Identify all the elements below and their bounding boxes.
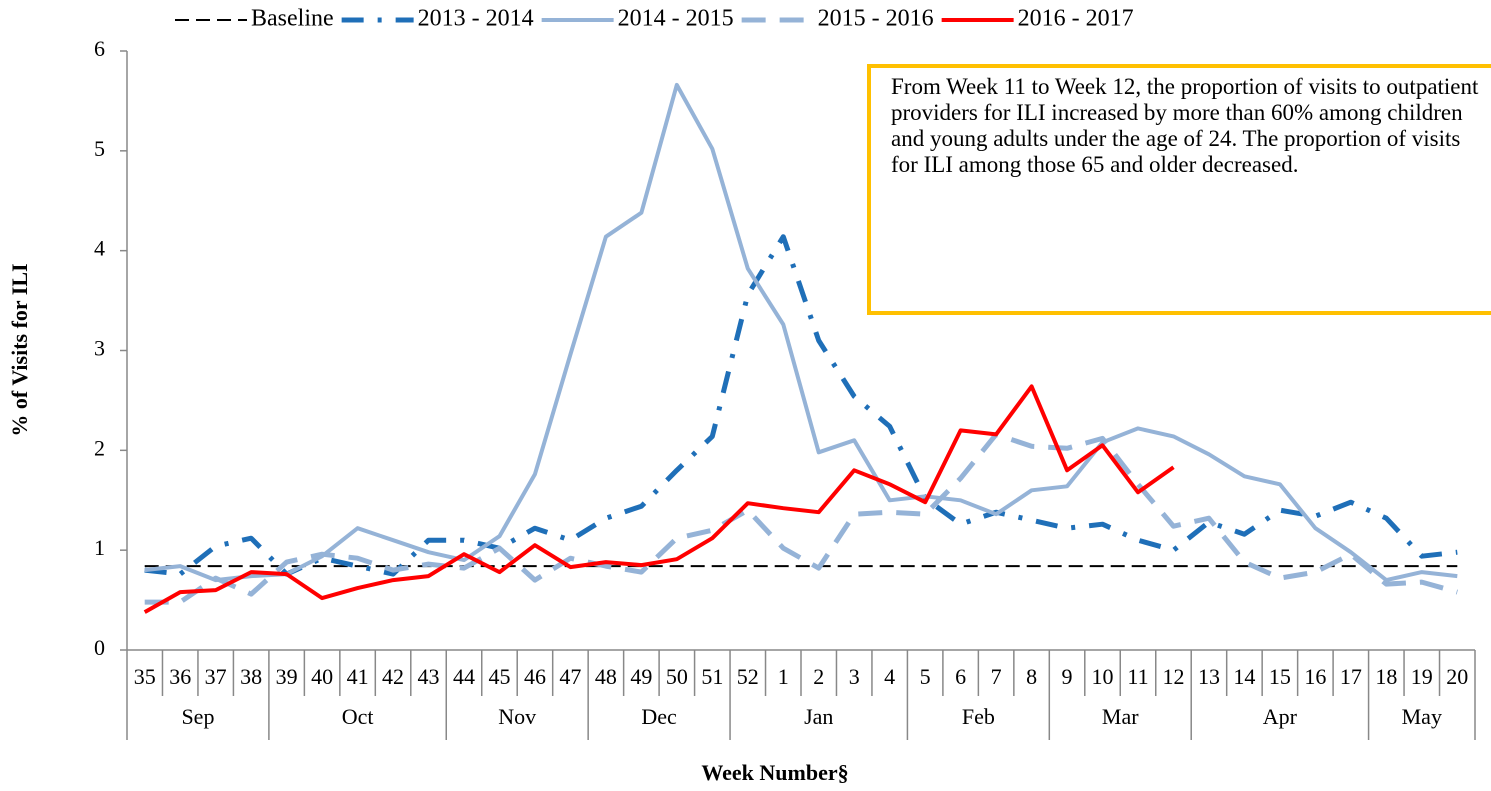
y-tick-label: 2 xyxy=(94,435,105,460)
y-tick-label: 1 xyxy=(94,535,105,560)
x-axis-title: Week Number§ xyxy=(701,760,848,785)
x-tick-label: 14 xyxy=(1233,664,1255,689)
legend-label: Baseline xyxy=(251,6,334,32)
x-tick-label: 2 xyxy=(813,664,824,689)
annotation: From Week 11 to Week 12, the proportion … xyxy=(867,64,1491,315)
x-tick-label: 47 xyxy=(559,664,581,689)
x-tick-label: 35 xyxy=(134,664,156,689)
x-tick-label: 37 xyxy=(205,664,227,689)
y-axis-title: % of Visits for ILI xyxy=(7,263,32,436)
month-label: Sep xyxy=(181,704,214,729)
x-tick-label: 17 xyxy=(1340,664,1362,689)
legend-label: 2014 - 2015 xyxy=(618,6,734,32)
series-line xyxy=(144,82,1458,583)
x-tick-label: 41 xyxy=(347,664,369,689)
x-tick-label: 16 xyxy=(1304,664,1326,689)
x-tick-label: 3 xyxy=(849,664,860,689)
x-tick-label: 39 xyxy=(276,664,298,689)
series-line xyxy=(143,384,1175,614)
y-tick-label: 3 xyxy=(94,336,105,361)
x-tick-label: 4 xyxy=(884,664,895,689)
x-tick-label: 10 xyxy=(1092,664,1114,689)
x-tick-label: 13 xyxy=(1198,664,1220,689)
y-tick-label: 0 xyxy=(94,635,105,660)
month-label: Jan xyxy=(804,704,833,729)
y-tick-label: 4 xyxy=(94,236,105,261)
x-tick-label: 43 xyxy=(418,664,440,689)
y-tick-label: 5 xyxy=(94,136,105,161)
x-tick-label: 45 xyxy=(488,664,510,689)
month-label: Apr xyxy=(1263,704,1298,729)
x-tick-label: 11 xyxy=(1127,664,1148,689)
x-tick-label: 42 xyxy=(382,664,404,689)
x-tick-label: 40 xyxy=(311,664,333,689)
x-tick-label: 18 xyxy=(1375,664,1397,689)
x-tick-label: 1 xyxy=(778,664,789,689)
x-tick-label: 36 xyxy=(169,664,191,689)
x-tick-label: 49 xyxy=(630,664,652,689)
x-tick-label: 38 xyxy=(240,664,262,689)
x-tick-label: 46 xyxy=(524,664,546,689)
month-label: Oct xyxy=(342,704,374,729)
x-tick-label: 44 xyxy=(453,664,475,689)
x-tick-label: 9 xyxy=(1062,664,1073,689)
x-tick-label: 19 xyxy=(1411,664,1433,689)
x-tick-label: 8 xyxy=(1026,664,1037,689)
x-tick-label: 12 xyxy=(1162,664,1184,689)
series-line xyxy=(144,431,1458,605)
x-tick-label: 7 xyxy=(991,664,1002,689)
legend-label: 2015 - 2016 xyxy=(818,6,934,32)
legend-label: 2013 - 2014 xyxy=(418,6,534,32)
x-tick-label: 50 xyxy=(666,664,688,689)
x-tick-label: 48 xyxy=(595,664,617,689)
y-tick-label: 6 xyxy=(94,36,105,61)
x-tick-label: 20 xyxy=(1446,664,1468,689)
series-line xyxy=(144,234,1458,577)
month-label: May xyxy=(1402,704,1442,729)
month-label: Feb xyxy=(962,704,995,729)
month-label: Dec xyxy=(641,704,677,729)
x-tick-label: 6 xyxy=(955,664,966,689)
x-tick-label: 15 xyxy=(1269,664,1291,689)
month-label: Nov xyxy=(498,704,536,729)
x-tick-label: 52 xyxy=(737,664,759,689)
x-tick-label: 51 xyxy=(701,664,723,689)
x-tick-label: 5 xyxy=(920,664,931,689)
legend-label: 2016 - 2017 xyxy=(1018,6,1134,32)
month-label: Mar xyxy=(1102,704,1139,729)
